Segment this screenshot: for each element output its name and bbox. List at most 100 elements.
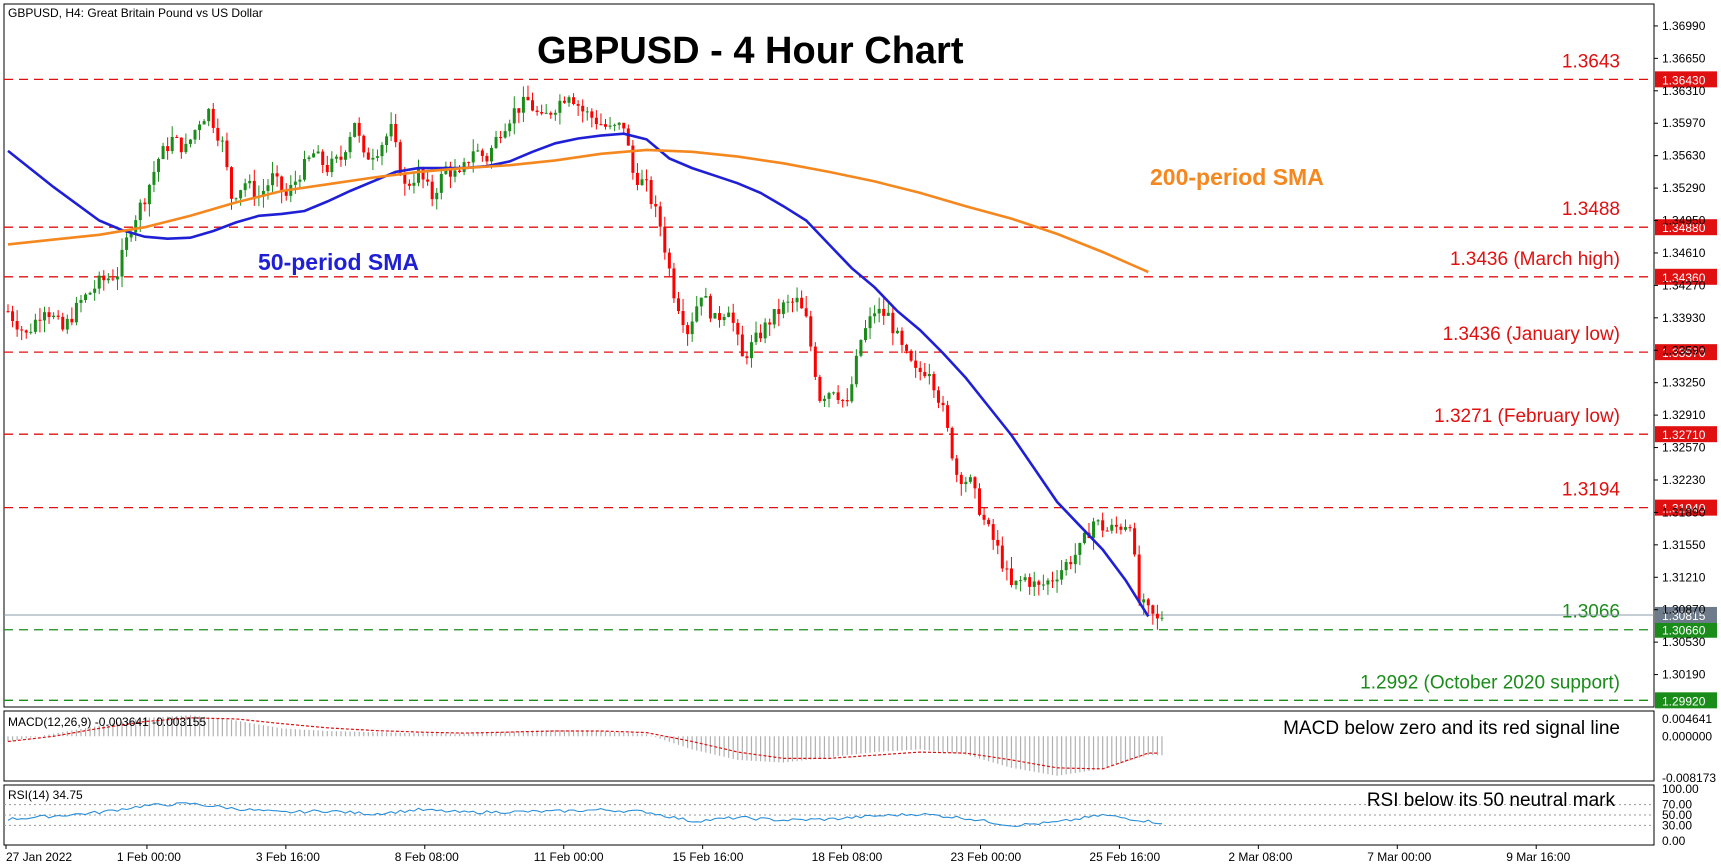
candle-body — [955, 458, 959, 475]
price-tick-label: 1.36990 — [1662, 19, 1706, 33]
candle-body — [695, 306, 699, 322]
candle-body — [106, 278, 110, 281]
candle-body — [353, 122, 357, 137]
candle-body — [1032, 581, 1036, 587]
candle-body — [658, 206, 662, 227]
symbol-label: GBPUSD, H4: Great Britain Pound vs US Do… — [8, 6, 263, 20]
candle-body — [494, 136, 498, 148]
candle-body — [448, 166, 452, 177]
candle-body — [594, 117, 598, 125]
candle-body — [526, 96, 530, 101]
level-label: 1.3643 — [1562, 51, 1620, 72]
candle-body — [33, 319, 37, 332]
level-label: 1.2992 (October 2020 support) — [1360, 672, 1620, 693]
candle-body — [909, 350, 913, 361]
candle-body — [65, 318, 69, 330]
candle-body — [800, 297, 804, 309]
price-tick-label: 1.35630 — [1662, 149, 1706, 163]
current-price-tag-text: 1.30815 — [1662, 609, 1706, 623]
candle-body — [302, 158, 306, 180]
candle-body — [229, 167, 233, 199]
candle-body — [184, 143, 188, 153]
macd-note: MACD below zero and its red signal line — [1283, 718, 1620, 739]
rsi-line — [7, 802, 1163, 828]
price-tick-label: 1.36310 — [1662, 84, 1706, 98]
candle-body — [964, 481, 968, 485]
candle-body — [1073, 554, 1077, 565]
candle-body — [549, 112, 553, 115]
time-tick-label: 15 Feb 16:00 — [673, 850, 744, 864]
candle-body — [626, 128, 630, 146]
candle-body — [891, 312, 895, 334]
candle-body — [298, 179, 302, 182]
time-tick-label: 11 Feb 00:00 — [534, 850, 604, 864]
candle-body — [895, 330, 899, 334]
level-label: 1.3194 — [1562, 480, 1621, 501]
candle-body — [841, 399, 845, 401]
level-price-tag-text: 1.29920 — [1662, 694, 1706, 708]
candles — [6, 85, 1164, 630]
candle-body — [704, 295, 708, 298]
candle-body — [1155, 613, 1159, 619]
candle-body — [845, 400, 849, 402]
candle-body — [754, 332, 758, 343]
candle-body — [585, 111, 589, 113]
macd-panel-frame — [3, 710, 1655, 782]
level-price-tag — [1655, 344, 1717, 361]
candle-body — [120, 249, 124, 277]
price-tick-label: 1.35970 — [1662, 116, 1706, 130]
level-price-tag-text: 1.34360 — [1662, 271, 1706, 285]
candle-body — [371, 157, 375, 160]
candle-body — [1009, 568, 1013, 586]
candle-body — [375, 156, 379, 158]
candle-body — [252, 180, 256, 198]
candle-body — [202, 121, 206, 125]
candle-body — [745, 356, 749, 359]
candle-body — [339, 156, 343, 160]
candle-body — [47, 312, 51, 318]
candle-body — [649, 180, 653, 204]
candle-body — [1146, 599, 1150, 606]
candle-body — [512, 108, 516, 124]
candle-body — [1046, 580, 1050, 585]
candle-body — [426, 179, 430, 182]
candle-body — [531, 100, 535, 111]
candle-body — [102, 275, 106, 281]
candle-body — [234, 198, 238, 200]
candle-body — [1078, 543, 1082, 555]
candle-body — [1114, 524, 1118, 527]
candle-body — [1151, 605, 1155, 614]
candle-body — [1101, 520, 1105, 531]
candle-body — [1064, 562, 1068, 571]
candle-body — [854, 355, 858, 385]
candle-body — [385, 136, 389, 145]
candle-body — [280, 176, 284, 192]
candle-body — [74, 302, 78, 323]
candle-body — [111, 278, 115, 280]
candle-body — [535, 110, 539, 113]
candle-body — [768, 322, 772, 325]
candle-body — [412, 182, 416, 186]
candle-body — [722, 316, 726, 321]
candle-body — [850, 384, 854, 402]
candle-body — [430, 181, 434, 200]
candle-body — [654, 203, 658, 207]
candle-body — [740, 334, 744, 357]
candle-body — [877, 308, 881, 314]
candle-body — [622, 122, 626, 129]
price-tick-label: 1.33250 — [1662, 376, 1706, 390]
level-price-tag — [1655, 499, 1717, 516]
candle-body — [503, 131, 507, 138]
rsi-tick-label: 0.00 — [1662, 834, 1686, 848]
candle-body — [88, 292, 92, 295]
candle-body — [271, 173, 275, 186]
candle-body — [713, 313, 717, 319]
level-price-tag-text: 1.30660 — [1662, 624, 1706, 638]
candle-body — [97, 275, 101, 289]
price-tick-label: 1.30870 — [1662, 603, 1706, 617]
candle-body — [471, 151, 475, 163]
candle-body — [941, 402, 945, 406]
level-label: 1.3488 — [1562, 199, 1620, 220]
candle-body — [517, 108, 521, 113]
